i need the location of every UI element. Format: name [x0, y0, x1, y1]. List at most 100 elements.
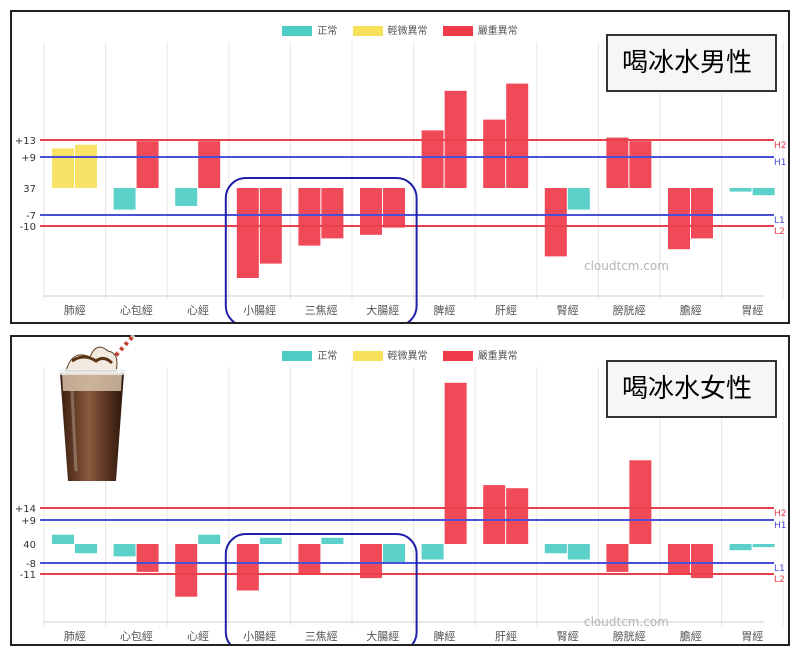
legend-label: 正常 [317, 351, 338, 362]
x-tick-label: 肺經 [64, 303, 86, 317]
bar [259, 537, 282, 544]
bar [629, 141, 652, 188]
reference-line-label: H2 [774, 509, 787, 519]
bar [567, 188, 590, 210]
bar [421, 544, 444, 560]
bar [321, 537, 344, 544]
bar [52, 534, 74, 544]
x-tick-label: 心包經 [120, 629, 153, 643]
bar [298, 544, 321, 575]
bar-chart-male: cloudtcm.com H2 +13 H1 +9 L1 -7 L2 -10 37 肺經 心包經 心經 小… [15, 42, 787, 322]
bar [567, 544, 590, 560]
x-tick-label: 三焦經 [305, 303, 338, 317]
bar [175, 188, 198, 206]
bar [236, 544, 259, 591]
reference-line-label: H1 [774, 158, 787, 168]
x-tick-label: 心包經 [120, 303, 153, 317]
chart-panel-female: 正常 輕微異常 嚴重異常 cloudtcm.com H2 +14 H1 +9 L1 -8 L2… [10, 333, 790, 646]
bar [483, 119, 506, 188]
watermark: cloudtcm.com [584, 615, 669, 629]
bar [136, 141, 159, 188]
bar [729, 544, 752, 551]
bar [668, 544, 690, 575]
legend-label: 輕微異常 [387, 351, 428, 362]
x-tick-label: 大腸經 [366, 629, 399, 643]
bar [236, 188, 259, 278]
x-tick-label: 肺經 [64, 629, 86, 643]
reference-line-label: L2 [774, 227, 785, 237]
bar [752, 544, 775, 548]
bar [506, 488, 529, 544]
bar [691, 188, 713, 239]
chart-panel-male: 正常 輕微異常 嚴重異常 cloudtcm.com H2 +13 H1 +9 L1 -7 L2… [10, 10, 790, 324]
x-tick-label: 膀胱經 [613, 629, 646, 643]
x-tick-label: 膀胱經 [613, 303, 646, 317]
highlight-box [224, 533, 418, 644]
bar [198, 534, 221, 544]
bar [175, 544, 198, 597]
y-tick-label: +14 [15, 504, 36, 515]
legend-item-severe: 嚴重異常 [442, 347, 518, 362]
bar [321, 188, 344, 239]
x-tick-label: 脾經 [433, 629, 455, 643]
bar [421, 130, 444, 188]
x-tick-label: 肝經 [495, 629, 517, 643]
bar [383, 188, 405, 228]
legend-label: 正常 [317, 26, 338, 37]
bar [113, 188, 136, 210]
reference-line-label: H2 [774, 141, 787, 151]
bar [298, 188, 321, 246]
bar [629, 460, 652, 544]
legend-label: 輕微異常 [387, 26, 428, 37]
x-tick-label: 小腸經 [243, 629, 276, 643]
x-tick-label: 心經 [187, 629, 209, 643]
legend-item-normal: 正常 [282, 22, 337, 37]
y-tick-label: +13 [15, 136, 36, 147]
bar [52, 148, 74, 188]
bar [136, 544, 159, 572]
x-tick-label: 膽經 [680, 303, 702, 317]
legend-item-mild: 輕微異常 [352, 22, 428, 37]
legend-label: 嚴重異常 [477, 26, 518, 37]
x-tick-label: 腎經 [557, 629, 579, 643]
y-tick-label: +9 [21, 516, 36, 527]
bar [360, 544, 382, 579]
bar [691, 544, 713, 579]
bar [360, 188, 382, 235]
bar [198, 141, 221, 188]
bar [75, 144, 97, 188]
reference-line-label: L1 [774, 564, 785, 574]
legend-label: 嚴重異常 [477, 351, 518, 362]
y-tick-label: +9 [21, 153, 36, 164]
highlight-box [224, 177, 418, 322]
bar [668, 188, 690, 250]
y-tick-label: -8 [26, 559, 36, 570]
reference-line-label: H1 [774, 521, 787, 531]
legend: 正常 輕微異常 嚴重異常 [12, 347, 788, 362]
legend-item-mild: 輕微異常 [352, 347, 428, 362]
bar [544, 188, 567, 257]
bar-chart-female: cloudtcm.com H2 +14 H1 +9 L1 -8 L2 -11 40 肺經 心包經 心經 小… [15, 367, 787, 644]
bar [75, 544, 97, 554]
legend-item-normal: 正常 [282, 347, 337, 362]
iced-coffee-icon [59, 333, 136, 481]
x-tick-label: 腎經 [557, 303, 579, 317]
x-tick-label: 脾經 [433, 303, 455, 317]
x-tick-label: 三焦經 [305, 629, 338, 643]
chart-title: 喝冰水男性 [606, 34, 777, 92]
x-tick-label: 膽經 [680, 629, 702, 643]
bar [752, 188, 775, 196]
y-tick-label: 37 [23, 184, 36, 195]
chart-title: 喝冰水女性 [606, 360, 777, 418]
reference-line-label: L1 [774, 216, 785, 226]
bar [729, 188, 752, 192]
reference-line-label: L2 [774, 575, 785, 585]
bar [606, 544, 629, 572]
bar [444, 382, 467, 544]
y-tick-label: -11 [20, 570, 36, 581]
bar [544, 544, 567, 554]
x-tick-label: 胃經 [741, 629, 763, 643]
y-tick-label: 40 [23, 540, 36, 551]
x-tick-label: 大腸經 [366, 303, 399, 317]
x-tick-label: 小腸經 [243, 303, 276, 317]
